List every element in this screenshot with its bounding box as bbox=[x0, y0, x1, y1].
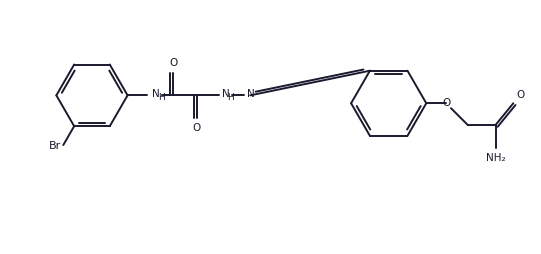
Text: Br: Br bbox=[49, 141, 61, 151]
Text: NH₂: NH₂ bbox=[486, 153, 505, 163]
Text: O: O bbox=[516, 90, 525, 100]
Text: N: N bbox=[247, 89, 255, 99]
Text: N: N bbox=[222, 89, 229, 99]
Text: O: O bbox=[442, 98, 450, 108]
Text: H: H bbox=[227, 93, 234, 102]
Text: O: O bbox=[169, 58, 177, 68]
Text: N: N bbox=[153, 89, 160, 99]
Text: H: H bbox=[158, 93, 165, 102]
Text: O: O bbox=[193, 123, 201, 133]
